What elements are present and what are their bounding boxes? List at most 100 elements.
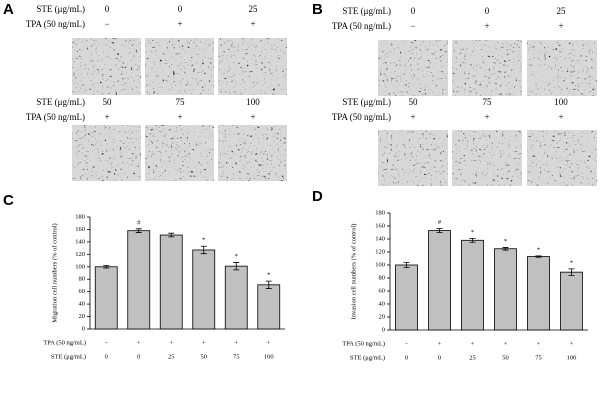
tpa-value: + [558, 21, 563, 31]
x-row-value: + [504, 340, 508, 347]
x-row-value: 25 [168, 353, 175, 360]
x-row-value: 50 [502, 354, 509, 361]
bar [159, 234, 183, 330]
bar [224, 265, 248, 330]
tpa-label: TPA (50 ng/mL) [26, 112, 85, 122]
error-bar [436, 228, 443, 233]
x-row-value: + [570, 340, 574, 347]
x-row-value: 75 [535, 354, 542, 361]
bar [461, 239, 484, 331]
y-tick-label: 120 [375, 248, 385, 255]
error-bar [103, 265, 110, 269]
y-axis-label: Migration cell numbers (% of control) [51, 223, 58, 322]
micrograph [72, 38, 141, 95]
panel-letter: A [3, 1, 14, 18]
ste-label: STE (μg/mL) [36, 4, 85, 14]
micrograph [452, 40, 522, 96]
error-bar [233, 262, 240, 271]
tpa-value: + [177, 112, 182, 122]
bar [527, 256, 550, 331]
x-row-value: 0 [137, 353, 140, 360]
tpa-value: + [484, 21, 489, 31]
x-row-label: STE (μg/mL) [51, 353, 86, 360]
x-row-label: TPA (50 ng/mL) [342, 340, 385, 347]
tpa-value: + [558, 112, 563, 122]
tpa-value: + [104, 112, 109, 122]
bar [192, 249, 216, 330]
error-bar [502, 247, 509, 251]
x-row-value: 0 [405, 354, 408, 361]
tpa-value: + [250, 112, 255, 122]
ste-label: STE (μg/mL) [342, 97, 391, 107]
error-bar [135, 228, 142, 233]
significance-mark: * [570, 259, 573, 266]
x-row-value: 100 [567, 354, 577, 361]
ste-value: 75 [483, 97, 493, 107]
y-tick-label: 180 [375, 209, 385, 216]
y-tick-label: 180 [75, 213, 85, 220]
micrograph [378, 40, 448, 96]
bar [560, 271, 583, 331]
tpa-value: + [410, 112, 415, 122]
error-bar [403, 262, 410, 268]
tpa-label: TPA (50 ng/mL) [332, 21, 391, 31]
significance-mark: * [235, 253, 238, 260]
x-row-value: 75 [233, 353, 240, 360]
y-tick-label: 160 [75, 226, 85, 233]
x-row-value: + [537, 340, 541, 347]
y-tick-label: 60 [79, 288, 86, 295]
bar [127, 230, 151, 330]
y-tick-label: 40 [79, 301, 86, 308]
significance-mark: * [537, 246, 540, 253]
x-row-value: + [267, 339, 271, 346]
bar [428, 230, 451, 331]
x-row-value: 0 [105, 353, 108, 360]
x-row-value: 25 [469, 354, 476, 361]
bar [257, 284, 281, 330]
significance-mark: * [471, 229, 474, 236]
significance-mark: * [504, 238, 507, 245]
ste-value: 25 [557, 6, 567, 16]
ste-value: 50 [409, 97, 419, 107]
x-row-value: + [137, 339, 141, 346]
x-row-value: + [202, 339, 206, 346]
micrograph [145, 125, 214, 181]
y-axis-label: Invasion cell numbers (% of control) [350, 224, 357, 320]
error-bar [200, 245, 207, 255]
ste-value: 25 [249, 4, 259, 14]
error-bar [568, 268, 575, 276]
x-row-value: 50 [201, 353, 208, 360]
micrograph [527, 130, 597, 186]
tpa-value: − [410, 21, 415, 31]
micrograph [452, 130, 522, 186]
y-tick-label: 140 [375, 235, 385, 242]
error-bar [265, 280, 272, 289]
tpa-label: TPA (50 ng/mL) [332, 112, 391, 122]
panel-letter: C [3, 192, 14, 209]
x-row-value: + [471, 340, 475, 347]
panel-letter: B [312, 1, 323, 18]
x-row-label: TPA (50 ng/mL) [43, 339, 86, 346]
x-row-value: + [438, 340, 442, 347]
micrograph [145, 38, 214, 95]
error-bar [469, 237, 476, 243]
error-bar [535, 255, 542, 258]
ste-label: STE (μg/mL) [342, 6, 391, 16]
significance-mark: * [202, 237, 205, 244]
ste-value: 0 [105, 4, 110, 14]
tpa-label: TPA (50 ng/mL) [26, 19, 85, 29]
tpa-value: − [104, 19, 109, 29]
ste-value: 0 [485, 6, 490, 16]
y-tick-label: 100 [75, 263, 85, 270]
y-tick-label: 20 [79, 313, 86, 320]
ste-value: 0 [411, 6, 416, 16]
micrograph [218, 125, 287, 181]
x-row-value: 0 [438, 354, 441, 361]
ste-label: STE (μg/mL) [36, 97, 85, 107]
ste-value: 100 [246, 97, 260, 107]
micrograph [378, 130, 448, 186]
micrograph [218, 38, 287, 95]
tpa-value: + [484, 112, 489, 122]
ste-value: 0 [178, 4, 183, 14]
bar [395, 264, 418, 331]
